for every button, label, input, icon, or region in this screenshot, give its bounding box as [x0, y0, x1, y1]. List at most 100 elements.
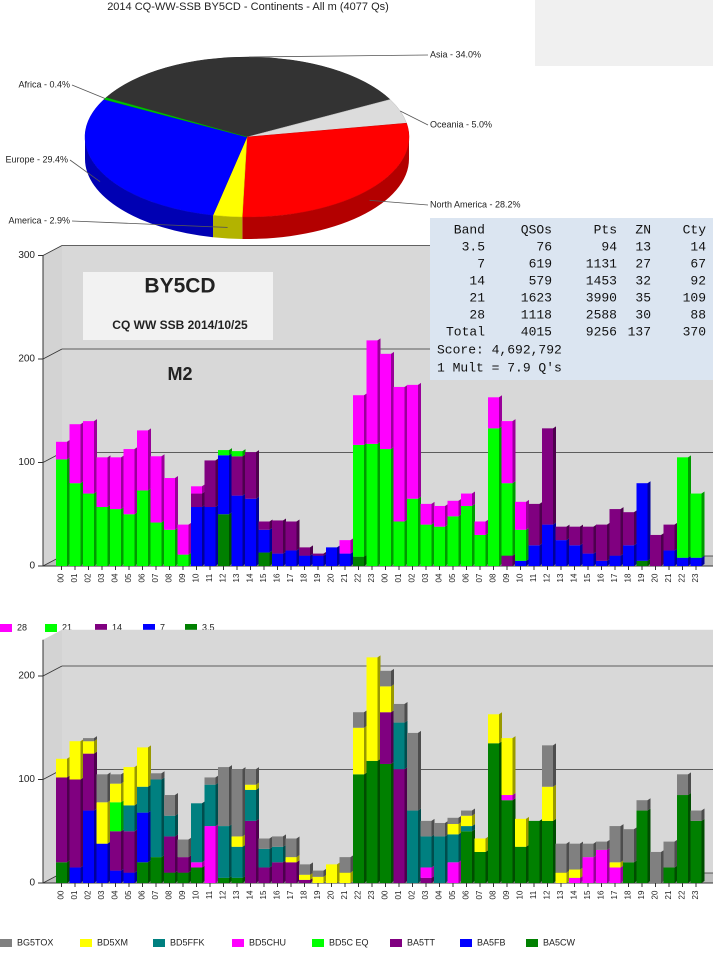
bar-side	[310, 553, 313, 566]
bar-segment	[434, 836, 445, 883]
bar-segment	[123, 767, 135, 806]
x-tick-label: 19	[637, 890, 646, 899]
legend-swatch	[312, 939, 324, 947]
bar-side	[202, 505, 205, 566]
x-tick-label: 19	[313, 890, 322, 899]
x-tick-label: 23	[691, 573, 700, 582]
bar-segment	[407, 732, 418, 811]
bar-segment	[542, 820, 553, 883]
x-tick-label: 08	[165, 573, 174, 582]
x-tick-label: 08	[489, 573, 498, 582]
x-tick-label: 16	[273, 573, 282, 582]
bar-side	[701, 818, 705, 883]
x-tick-label: 03	[97, 573, 106, 582]
x-tick-label: 20	[327, 890, 336, 899]
bar-segment	[150, 522, 162, 566]
legend-swatch	[232, 939, 244, 947]
bar-side	[242, 454, 246, 496]
x-tick-label: 05	[124, 573, 133, 582]
bar-segment	[420, 877, 432, 883]
leader-line	[369, 199, 429, 206]
bar-segment	[218, 826, 229, 878]
x-tick-label: 07	[475, 573, 484, 582]
bar-side	[620, 865, 624, 883]
bar-side	[607, 847, 610, 883]
x-tick-label: 22	[354, 573, 363, 582]
x-tick-label: 04	[435, 890, 444, 899]
annotation-class: M2	[167, 364, 192, 384]
leader-line	[69, 159, 101, 183]
bar-segment	[218, 877, 229, 883]
bar-side	[472, 503, 475, 566]
x-tick-label: 17	[610, 890, 619, 899]
x-tick-label: 22	[678, 573, 687, 582]
bar-segment	[582, 857, 594, 883]
bar-side	[148, 784, 151, 813]
bar-side	[647, 808, 651, 883]
table-cell: 27	[635, 256, 651, 271]
bar-segment	[110, 870, 121, 883]
bar-side	[121, 507, 124, 566]
bar-segment	[461, 831, 472, 883]
bar-side	[296, 855, 300, 863]
bar-side	[580, 524, 583, 546]
x-tick-label: 16	[597, 890, 606, 899]
bar-segment	[110, 802, 121, 832]
bar-side	[269, 527, 273, 553]
bar-segment	[690, 810, 702, 821]
x-tick-label: 14	[246, 573, 255, 582]
legend-swatch	[153, 939, 165, 947]
bar-segment	[677, 774, 688, 796]
table-cell: 370	[683, 324, 706, 339]
bar-side	[593, 551, 597, 566]
bar-segment	[218, 514, 229, 566]
bar-side	[188, 870, 192, 883]
bar-segment	[690, 557, 702, 566]
bar-side	[431, 865, 435, 878]
table-cell: 88	[690, 307, 706, 322]
y-tick-label: 100	[18, 457, 35, 468]
x-tick-label: 18	[300, 573, 309, 582]
bar-segment	[677, 795, 688, 883]
bar-side	[350, 870, 354, 883]
bar-segment	[231, 877, 243, 883]
bar-side	[634, 860, 637, 883]
bar-side	[94, 739, 97, 754]
bar-segment	[339, 540, 351, 554]
bar-side	[512, 798, 516, 883]
bar-segment	[636, 800, 648, 811]
bar-segment	[434, 505, 445, 527]
bar-segment	[488, 714, 499, 744]
y-tick-label: 300	[18, 250, 35, 261]
bar-side	[323, 551, 327, 556]
bar-side	[512, 481, 516, 556]
bar-segment	[245, 784, 256, 790]
bar-segment	[150, 773, 162, 780]
table-cell: 30	[635, 307, 651, 322]
bar-side	[175, 834, 178, 873]
bar-side	[688, 455, 691, 558]
bar-segment	[677, 557, 688, 566]
table-cell: 94	[601, 239, 617, 254]
bar-side	[310, 872, 313, 880]
bar-segment	[420, 503, 432, 525]
bar-side	[701, 808, 705, 821]
x-tick-label: 15	[583, 573, 592, 582]
table-cell: 7	[477, 256, 485, 271]
bar-segment	[137, 812, 148, 863]
bar-side	[431, 522, 435, 566]
bar-side	[404, 720, 408, 770]
bar-side	[553, 784, 556, 821]
bar-segment	[623, 829, 634, 863]
bar-segment	[312, 555, 324, 566]
bar-side	[161, 520, 165, 566]
leader-line	[400, 110, 429, 126]
bar-side	[256, 496, 259, 566]
legend-swatch	[185, 624, 197, 632]
bar-side	[107, 455, 111, 508]
x-tick-label: 03	[97, 890, 106, 899]
bar-segment	[69, 424, 81, 484]
x-tick-label: 20	[651, 573, 660, 582]
table-cell: 137	[628, 324, 651, 339]
x-tick-label: 21	[340, 890, 349, 899]
